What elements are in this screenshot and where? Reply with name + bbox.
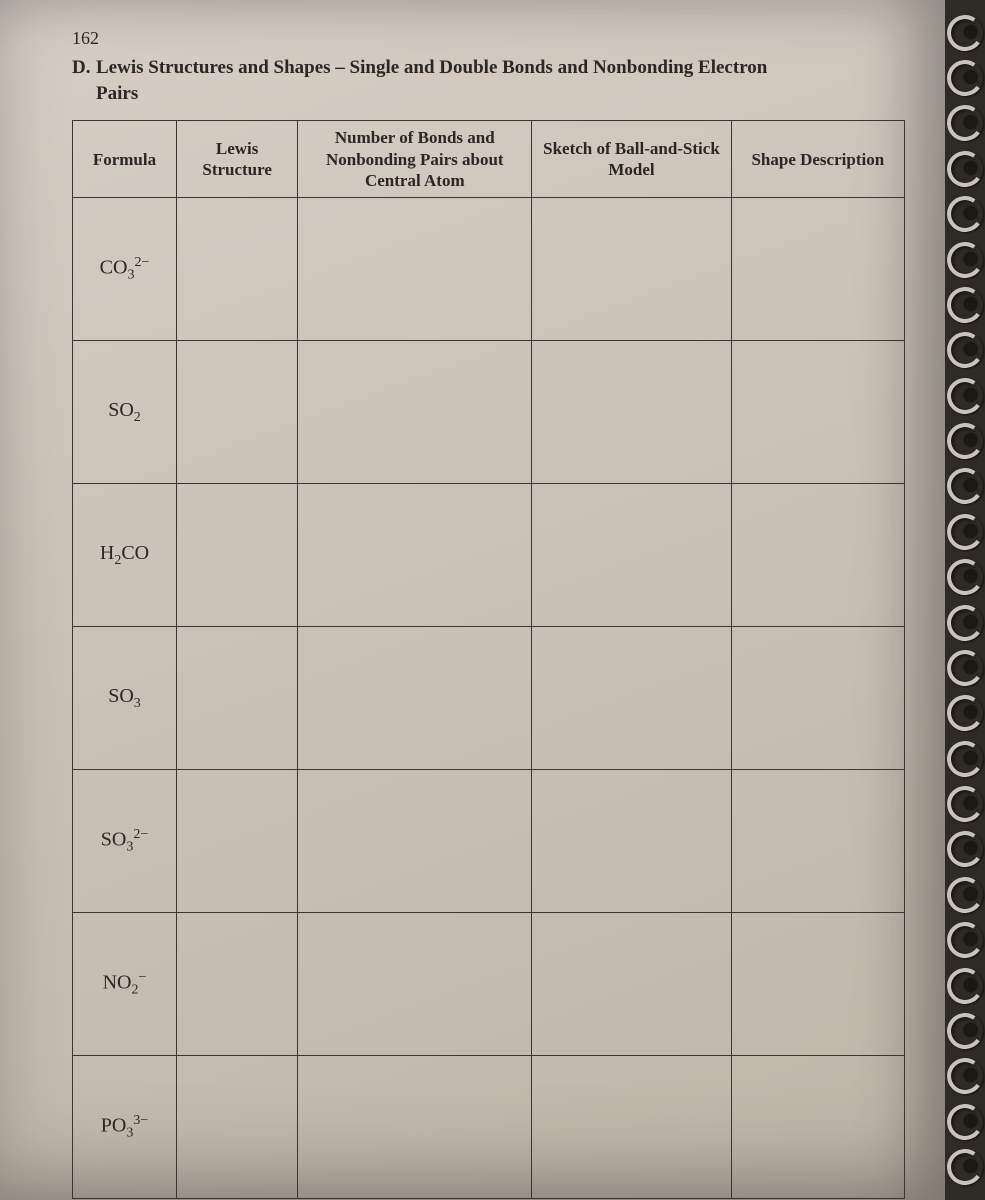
spiral-ring-icon: [944, 1101, 985, 1143]
spiral-ring-icon: [944, 466, 985, 508]
formula-cell: SO2: [73, 341, 177, 484]
formula-cell: CO32−: [73, 198, 177, 341]
spiral-ring-icon: [944, 239, 985, 281]
empty-cell: [298, 1056, 532, 1199]
empty-cell: [731, 913, 904, 1056]
spiral-ring-icon: [944, 783, 985, 825]
spiral-ring-icon: [944, 874, 985, 916]
heading-line2: Pairs: [96, 81, 905, 107]
heading-letter: D.: [72, 55, 96, 81]
table-row: PO33−: [73, 1056, 905, 1199]
table-row: NO2−: [73, 913, 905, 1056]
table-row: SO3: [73, 627, 905, 770]
spiral-ring-icon: [944, 420, 985, 462]
worksheet-table: Formula Lewis Structure Number of Bonds …: [72, 120, 905, 1199]
empty-cell: [176, 913, 297, 1056]
table-row: H2CO: [73, 484, 905, 627]
spiral-ring-icon: [944, 1055, 985, 1097]
spiral-ring-icon: [944, 692, 985, 734]
empty-cell: [176, 484, 297, 627]
spiral-ring-icon: [944, 738, 985, 780]
spiral-ring-icon: [944, 329, 985, 371]
spiral-ring-icon: [944, 375, 985, 417]
formula-cell: NO2−: [73, 913, 177, 1056]
empty-cell: [298, 484, 532, 627]
empty-cell: [176, 627, 297, 770]
spiral-ring-icon: [944, 647, 985, 689]
spiral-ring-icon: [944, 511, 985, 553]
formula-cell: PO33−: [73, 1056, 177, 1199]
empty-cell: [176, 770, 297, 913]
empty-cell: [532, 198, 731, 341]
empty-cell: [731, 341, 904, 484]
empty-cell: [532, 913, 731, 1056]
spiral-ring-icon: [944, 1146, 985, 1188]
formula-cell: SO3: [73, 627, 177, 770]
formula-cell: SO32−: [73, 770, 177, 913]
formula-cell: H2CO: [73, 484, 177, 627]
spiral-ring-icon: [944, 919, 985, 961]
empty-cell: [532, 1056, 731, 1199]
table-body: CO32−SO2H2COSO3SO32−NO2−PO33−: [73, 198, 905, 1199]
empty-cell: [731, 484, 904, 627]
empty-cell: [176, 198, 297, 341]
heading-line1: Lewis Structures and Shapes – Single and…: [96, 57, 767, 78]
empty-cell: [532, 627, 731, 770]
empty-cell: [731, 198, 904, 341]
empty-cell: [532, 341, 731, 484]
empty-cell: [176, 1056, 297, 1199]
empty-cell: [731, 627, 904, 770]
empty-cell: [298, 198, 532, 341]
col-header-lewis: Lewis Structure: [176, 121, 297, 198]
spiral-ring-icon: [944, 965, 985, 1007]
spiral-binding: [945, 0, 985, 1200]
empty-cell: [731, 770, 904, 913]
worksheet-page: 162 D.Lewis Structures and Shapes – Sing…: [0, 0, 945, 1200]
spiral-ring-icon: [944, 103, 985, 145]
empty-cell: [298, 627, 532, 770]
col-header-sketch: Sketch of Ball-and-Stick Model: [532, 121, 731, 198]
empty-cell: [298, 341, 532, 484]
spiral-ring-icon: [944, 556, 985, 598]
table-row: SO2: [73, 341, 905, 484]
section-heading: D.Lewis Structures and Shapes – Single a…: [72, 55, 905, 106]
col-header-formula: Formula: [73, 121, 177, 198]
spiral-ring-icon: [944, 1010, 985, 1052]
empty-cell: [731, 1056, 904, 1199]
table-row: CO32−: [73, 198, 905, 341]
table-header: Formula Lewis Structure Number of Bonds …: [73, 121, 905, 198]
spiral-ring-icon: [944, 602, 985, 644]
col-header-shape: Shape Description: [731, 121, 904, 198]
empty-cell: [532, 770, 731, 913]
page-number: 162: [72, 28, 905, 49]
spiral-ring-icon: [944, 193, 985, 235]
empty-cell: [176, 341, 297, 484]
empty-cell: [298, 770, 532, 913]
spiral-ring-icon: [944, 284, 985, 326]
spiral-ring-icon: [944, 148, 985, 190]
table-row: SO32−: [73, 770, 905, 913]
spiral-ring-icon: [944, 829, 985, 871]
empty-cell: [298, 913, 532, 1056]
spiral-ring-icon: [944, 57, 985, 99]
col-header-bonds: Number of Bonds and Nonbonding Pairs abo…: [298, 121, 532, 198]
spiral-ring-icon: [944, 12, 985, 54]
empty-cell: [532, 484, 731, 627]
